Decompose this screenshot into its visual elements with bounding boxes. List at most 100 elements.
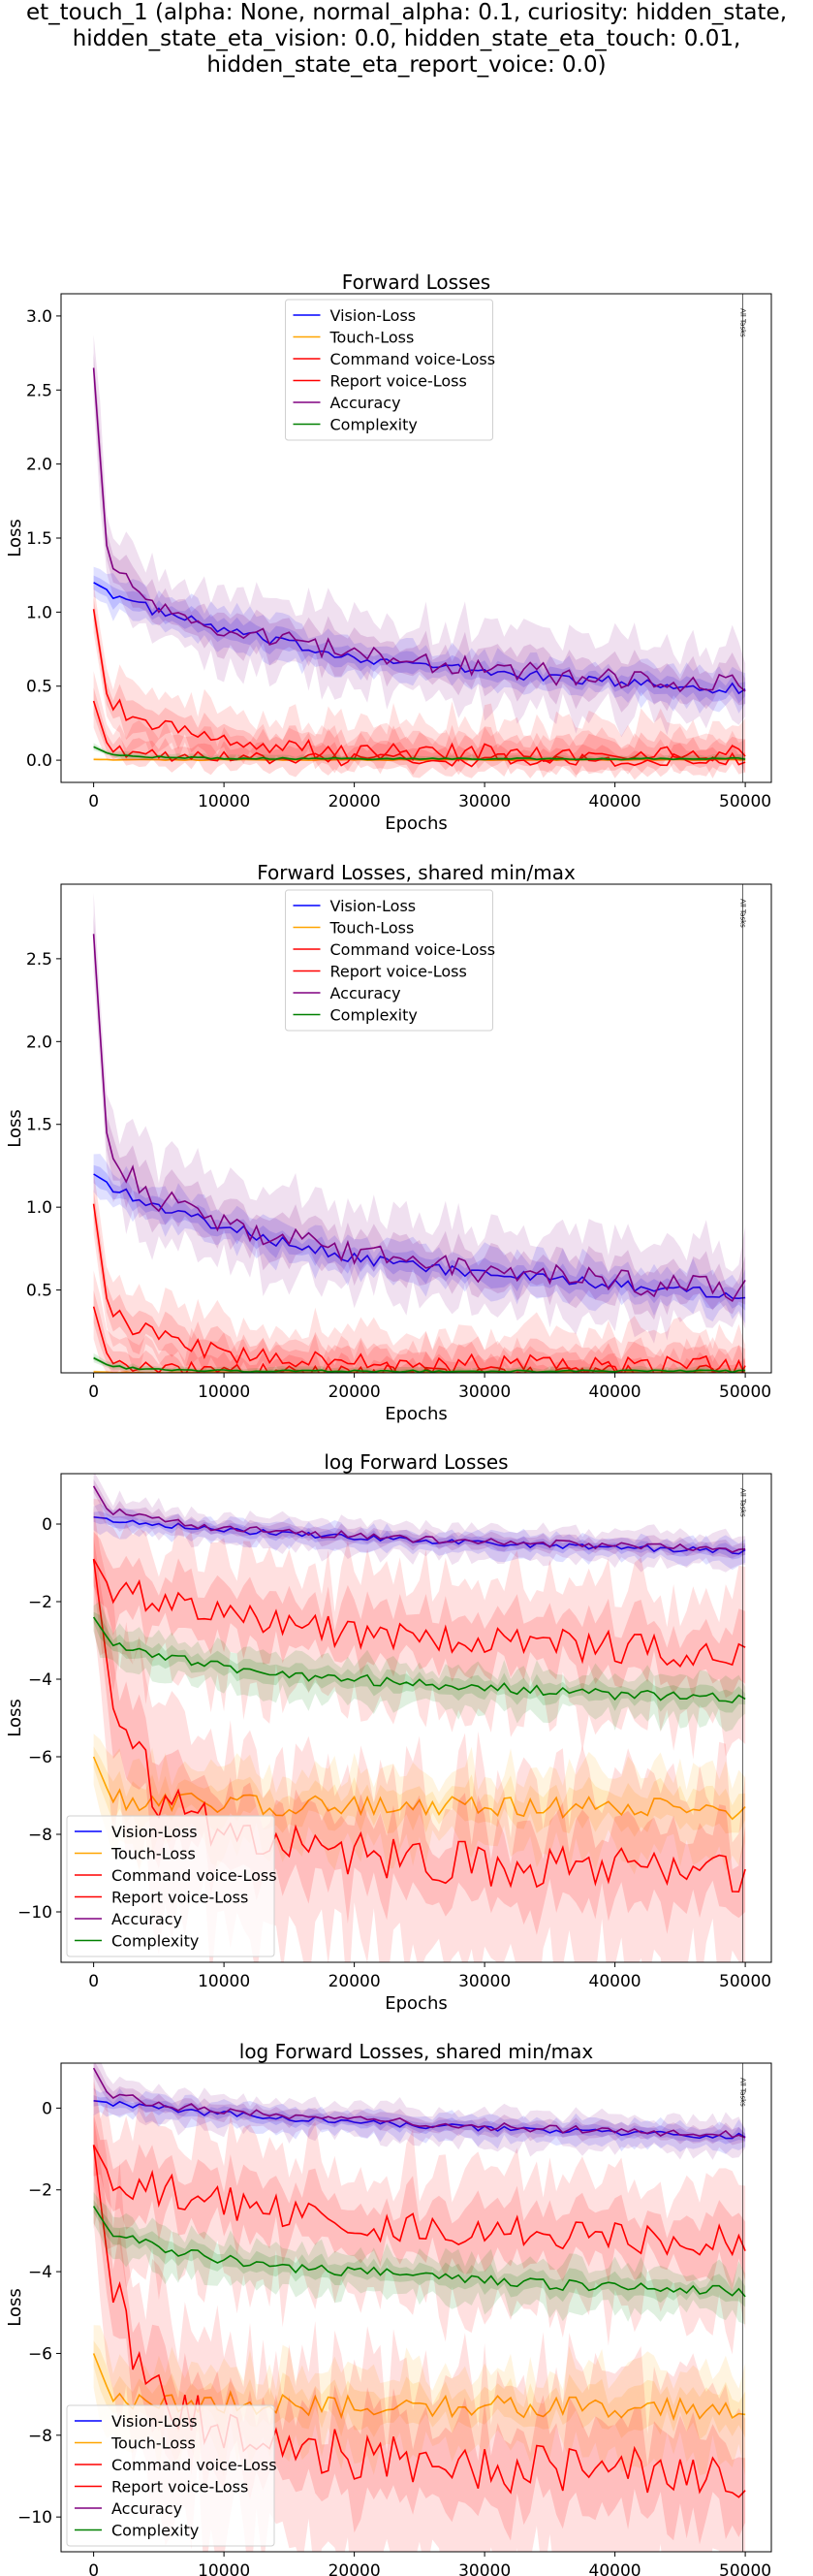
legend-entry: Touch-Loss bbox=[329, 329, 415, 347]
band-inner-complexity bbox=[93, 745, 746, 762]
series-line-touch-loss bbox=[93, 758, 746, 762]
series-line-complexity bbox=[92, 2206, 746, 2298]
series-line-command-voice-loss bbox=[92, 609, 746, 763]
legend-entry: Report voice-Loss bbox=[111, 1889, 248, 1907]
x-tick-label: 20000 bbox=[328, 1383, 381, 1402]
band-inner-accuracy bbox=[93, 353, 746, 713]
y-axis-label: Loss bbox=[5, 1699, 25, 1736]
legend: Vision-Loss Touch-Loss Command voice-Loss R… bbox=[66, 2404, 277, 2547]
band-outer-report-voice-loss bbox=[93, 1270, 746, 1373]
band-outer-vision-loss bbox=[93, 1503, 746, 1571]
band-inner-vision-loss bbox=[93, 1164, 746, 1311]
y-tick-label: 0.5 bbox=[26, 1282, 52, 1301]
band-inner-accuracy bbox=[93, 915, 746, 1320]
chart-title: Forward Losses, shared min/max bbox=[257, 861, 576, 884]
x-tick-label: 30000 bbox=[458, 1972, 511, 1991]
legend-entry: Report voice-Loss bbox=[330, 372, 467, 391]
x-axis-label: Epochs bbox=[385, 1404, 448, 1424]
series-line-accuracy bbox=[92, 2067, 746, 2139]
y-tick-label: 0 bbox=[42, 2099, 52, 2118]
y-tick-label: −10 bbox=[17, 2508, 52, 2528]
x-tick-label: 40000 bbox=[589, 2561, 641, 2576]
legend-entry: Report voice-Loss bbox=[330, 963, 467, 981]
x-tick-label: 0 bbox=[88, 2561, 99, 2576]
x-tick-label: 10000 bbox=[198, 2561, 250, 2576]
series-line-report-voice-loss bbox=[92, 1306, 746, 1373]
legend-entry: Command voice-Loss bbox=[111, 1866, 277, 1885]
x-tick-label: 50000 bbox=[719, 1383, 771, 1402]
legend-entry: Complexity bbox=[330, 1006, 418, 1025]
band-inner-command-voice-loss bbox=[93, 2113, 746, 2292]
y-axis-label: Loss bbox=[5, 1109, 25, 1147]
x-tick-label: 30000 bbox=[458, 2561, 511, 2576]
legend-entry: Command voice-Loss bbox=[330, 940, 496, 959]
figure-title-line-2: hidden_state_eta_vision: 0.0, hidden_sta… bbox=[72, 26, 741, 51]
legend-box bbox=[66, 1815, 275, 1957]
band-outer-complexity bbox=[93, 1601, 746, 1733]
band-outer-command-voice-loss bbox=[93, 583, 746, 761]
y-tick-label: −2 bbox=[28, 1593, 52, 1612]
x-tick-label: 50000 bbox=[719, 1972, 771, 1991]
band-outer-command-voice-loss bbox=[93, 1170, 746, 1373]
y-tick-label: 1.0 bbox=[26, 1198, 52, 1218]
series-line-complexity bbox=[93, 746, 746, 761]
x-tick-label: 0 bbox=[88, 792, 99, 811]
chart-panel-1: Forward Losses All Tasks 0 10000 20000 30000 4… bbox=[5, 270, 772, 834]
chart-title: log Forward Losses bbox=[324, 1450, 508, 1474]
series-line-command-voice-loss bbox=[92, 1558, 746, 1668]
series-line-accuracy bbox=[92, 367, 746, 693]
legend: Vision-Loss Touch-Loss Command voice-Loss R… bbox=[285, 299, 496, 441]
legend-entry: Complexity bbox=[111, 1932, 199, 1951]
band-outer-accuracy bbox=[93, 334, 746, 738]
y-tick-label: −10 bbox=[17, 1903, 52, 1923]
band-outer-touch-loss bbox=[93, 1733, 746, 1875]
legend-entry: Accuracy bbox=[111, 1910, 182, 1928]
band-outer-accuracy bbox=[93, 1474, 746, 1573]
y-axis-label: Loss bbox=[5, 519, 25, 557]
y-tick-label: 2.0 bbox=[26, 1033, 52, 1052]
y-tick-label: 0.5 bbox=[26, 678, 52, 697]
series-line-touch-loss bbox=[92, 2353, 746, 2422]
task-boundary-label: All Tasks bbox=[738, 1488, 746, 1517]
y-tick-label: −6 bbox=[28, 1748, 52, 1767]
band-inner-complexity bbox=[93, 1355, 746, 1373]
y-tick-label: 0.0 bbox=[26, 751, 52, 771]
plot-area bbox=[92, 892, 746, 1373]
y-tick-label: 2.5 bbox=[26, 381, 52, 400]
band-inner-complexity bbox=[93, 2200, 746, 2307]
x-tick-label: 0 bbox=[88, 1383, 99, 1402]
series-line-vision-loss bbox=[93, 2100, 746, 2140]
axes-frame bbox=[60, 2062, 772, 2553]
series-line-command-voice-loss bbox=[92, 2145, 746, 2257]
series-line-command-voice-loss bbox=[92, 1203, 745, 1373]
x-tick-label: 0 bbox=[88, 1972, 99, 1991]
x-tick-label: 50000 bbox=[719, 792, 771, 811]
chart-panel-2: Forward Losses, shared min/max All Tasks 0… bbox=[5, 861, 772, 1424]
legend-entry: Command voice-Loss bbox=[111, 2456, 277, 2474]
series-line-accuracy bbox=[92, 1485, 746, 1553]
series-line-complexity bbox=[93, 1356, 746, 1373]
band-outer-vision-loss bbox=[93, 2087, 746, 2154]
x-tick-label: 40000 bbox=[589, 1972, 641, 1991]
legend-entry: Command voice-Loss bbox=[330, 350, 496, 368]
legend-entry: Touch-Loss bbox=[110, 2434, 196, 2453]
band-inner-command-voice-loss bbox=[93, 597, 746, 779]
chart-panel-4: log Forward Losses, shared min/max All Ta… bbox=[5, 2040, 772, 2576]
x-tick-label: 50000 bbox=[719, 2561, 771, 2576]
y-tick-label: −8 bbox=[28, 1826, 52, 1845]
legend-entry: Vision-Loss bbox=[111, 2412, 198, 2431]
y-tick-label: 2.0 bbox=[26, 456, 52, 475]
x-axis-label: Epochs bbox=[385, 813, 448, 834]
legend-box bbox=[285, 299, 493, 441]
task-boundary-label: All Tasks bbox=[738, 899, 746, 928]
legend-entry: Complexity bbox=[111, 2522, 199, 2540]
band-inner-accuracy bbox=[93, 1479, 746, 1559]
legend-entry: Vision-Loss bbox=[111, 1823, 198, 1841]
chart-title: Forward Losses bbox=[342, 270, 490, 294]
band-inner-touch-loss bbox=[93, 1746, 746, 1837]
series-line-complexity bbox=[92, 1616, 746, 1703]
band-outer-accuracy bbox=[93, 2063, 746, 2160]
band-outer-complexity bbox=[93, 1352, 746, 1373]
legend-box bbox=[66, 2404, 275, 2547]
